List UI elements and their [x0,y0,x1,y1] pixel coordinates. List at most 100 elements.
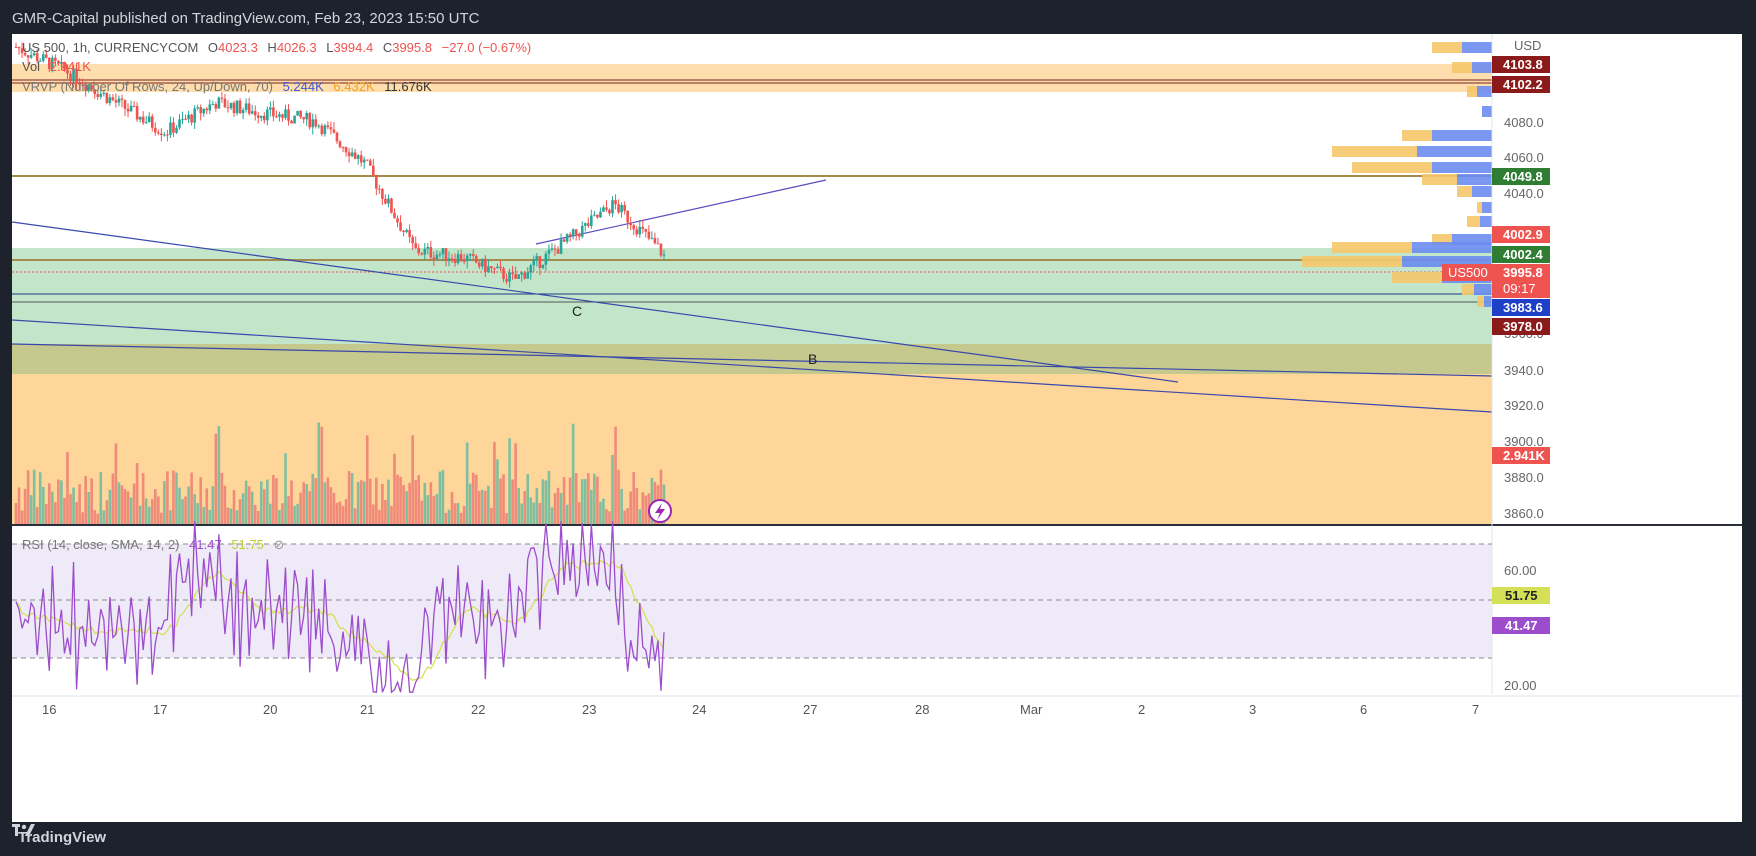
volume-bar [72,487,75,524]
trendline-descending-3[interactable] [12,343,1493,377]
volume-bar [157,496,160,524]
candle-body [326,125,330,128]
volume-value: 2.941K [49,59,91,74]
candle-body [329,127,333,130]
rsi-legend[interactable]: RSI (14, close, SMA, 14, 2) 41.47 51.75 … [22,537,290,553]
volume-bar [32,469,36,524]
candle-body [232,102,236,114]
volume-bar [384,500,387,524]
badge-4002-9-text: 4002.9 [1503,227,1543,242]
trendline-rising-channel[interactable] [535,179,827,245]
candle-body [229,102,233,109]
candle-body [193,108,196,123]
volume-bar [520,503,523,524]
vrvp-row-down [1477,296,1484,307]
volume-bar [550,507,554,524]
volume-bar [223,485,227,524]
candle-body [381,189,384,199]
volume-bar [138,505,142,524]
volume-bar [526,474,530,524]
support-zone-orange [12,374,1492,524]
vrvp-legend[interactable]: VRVP (Number Of Rows, 24, Up/Down, 70) 5… [22,79,438,94]
candle-body [175,127,178,133]
candle-body [26,55,30,58]
candle-body [444,248,448,261]
candle-body [87,85,90,91]
candle-body [23,53,27,56]
chart-svg[interactable]: C B 16 17 20 21 22 23 24 27 28 M [12,34,1742,822]
volume-bar [323,482,327,524]
candle-body [211,104,215,106]
candle-body [187,114,190,120]
time-axis[interactable]: 16 17 20 21 22 23 24 27 28 Mar 2 3 6 7 [42,702,1479,717]
trendline-descending-2[interactable] [12,319,1493,413]
candle-body [293,115,296,124]
footer[interactable]: TradingView [12,824,106,850]
volume-bar [362,481,366,524]
candle-body [399,222,402,231]
rsi-sma-badge-text: 51.75 [1505,588,1538,603]
candle-body [653,238,657,244]
volume-bar [344,499,348,524]
volume-bar [577,502,581,524]
trendline-descending-1[interactable] [12,221,1179,383]
candle-body [577,234,581,237]
volume-bar [44,503,48,524]
candle-body [17,47,21,49]
candle-body [659,243,663,256]
volume-bar [368,478,372,524]
time-label: Mar [1020,702,1043,717]
vrvp-row-up [1402,256,1492,267]
volume-bar [626,508,629,524]
candle-body [423,248,427,255]
volume-bar [599,501,602,524]
volume-bar [417,475,421,524]
rsi-label: RSI (14, close, SMA, 14, 2) [22,537,180,552]
resistance-zone-orange [12,64,1492,92]
volume-bar [435,493,439,524]
candle-body [72,68,75,82]
price-tick: 4040.0 [1504,186,1544,201]
volume-bar [108,489,112,524]
volume-bar [153,489,157,524]
candle-body [48,57,51,70]
candle-body [490,266,493,269]
volume-bar [396,474,399,524]
chart-frame[interactable]: C B 16 17 20 21 22 23 24 27 28 M [12,34,1742,822]
demand-zone-green [12,248,1492,344]
badge-4002-4 [1492,246,1550,263]
volume-profile [1302,42,1492,307]
candle-body [459,254,463,261]
candle-body [102,92,106,94]
visibility-icon[interactable]: ⊘ [273,537,285,552]
candle-body [84,85,87,91]
volume-bar [293,505,296,524]
candle-body [96,94,100,97]
flash-icon[interactable] [648,499,672,523]
volume-bar [408,482,411,524]
high-value: 4026.3 [276,40,317,55]
volume-bar [235,510,239,524]
candle-body [259,115,263,118]
vrvp-row-down [1332,146,1417,157]
badge-4103 [1492,56,1550,73]
time-label: 17 [153,702,167,717]
price-tick: 4060.0 [1504,150,1544,165]
volume-bar [508,438,511,524]
volume-bar [393,453,396,524]
candle-body [166,134,169,136]
volume-bar [229,508,233,524]
time-label: 28 [915,702,929,717]
vrvp-row-down [1467,86,1477,97]
rsi-tick: 60.00 [1504,563,1537,578]
volume-legend[interactable]: Vol 2.941K [22,59,97,74]
ohlc-legend[interactable]: US 500, 1h, CURRENCYCOM O4023.3 H4026.3 … [22,40,537,55]
candle-body [647,231,651,239]
candle-body [432,257,436,260]
volume-bar [529,497,533,524]
candle-body [147,116,151,123]
candle-body [305,113,308,120]
candle-body [387,198,390,204]
volume-bar [414,480,418,524]
candle-body [135,106,139,120]
